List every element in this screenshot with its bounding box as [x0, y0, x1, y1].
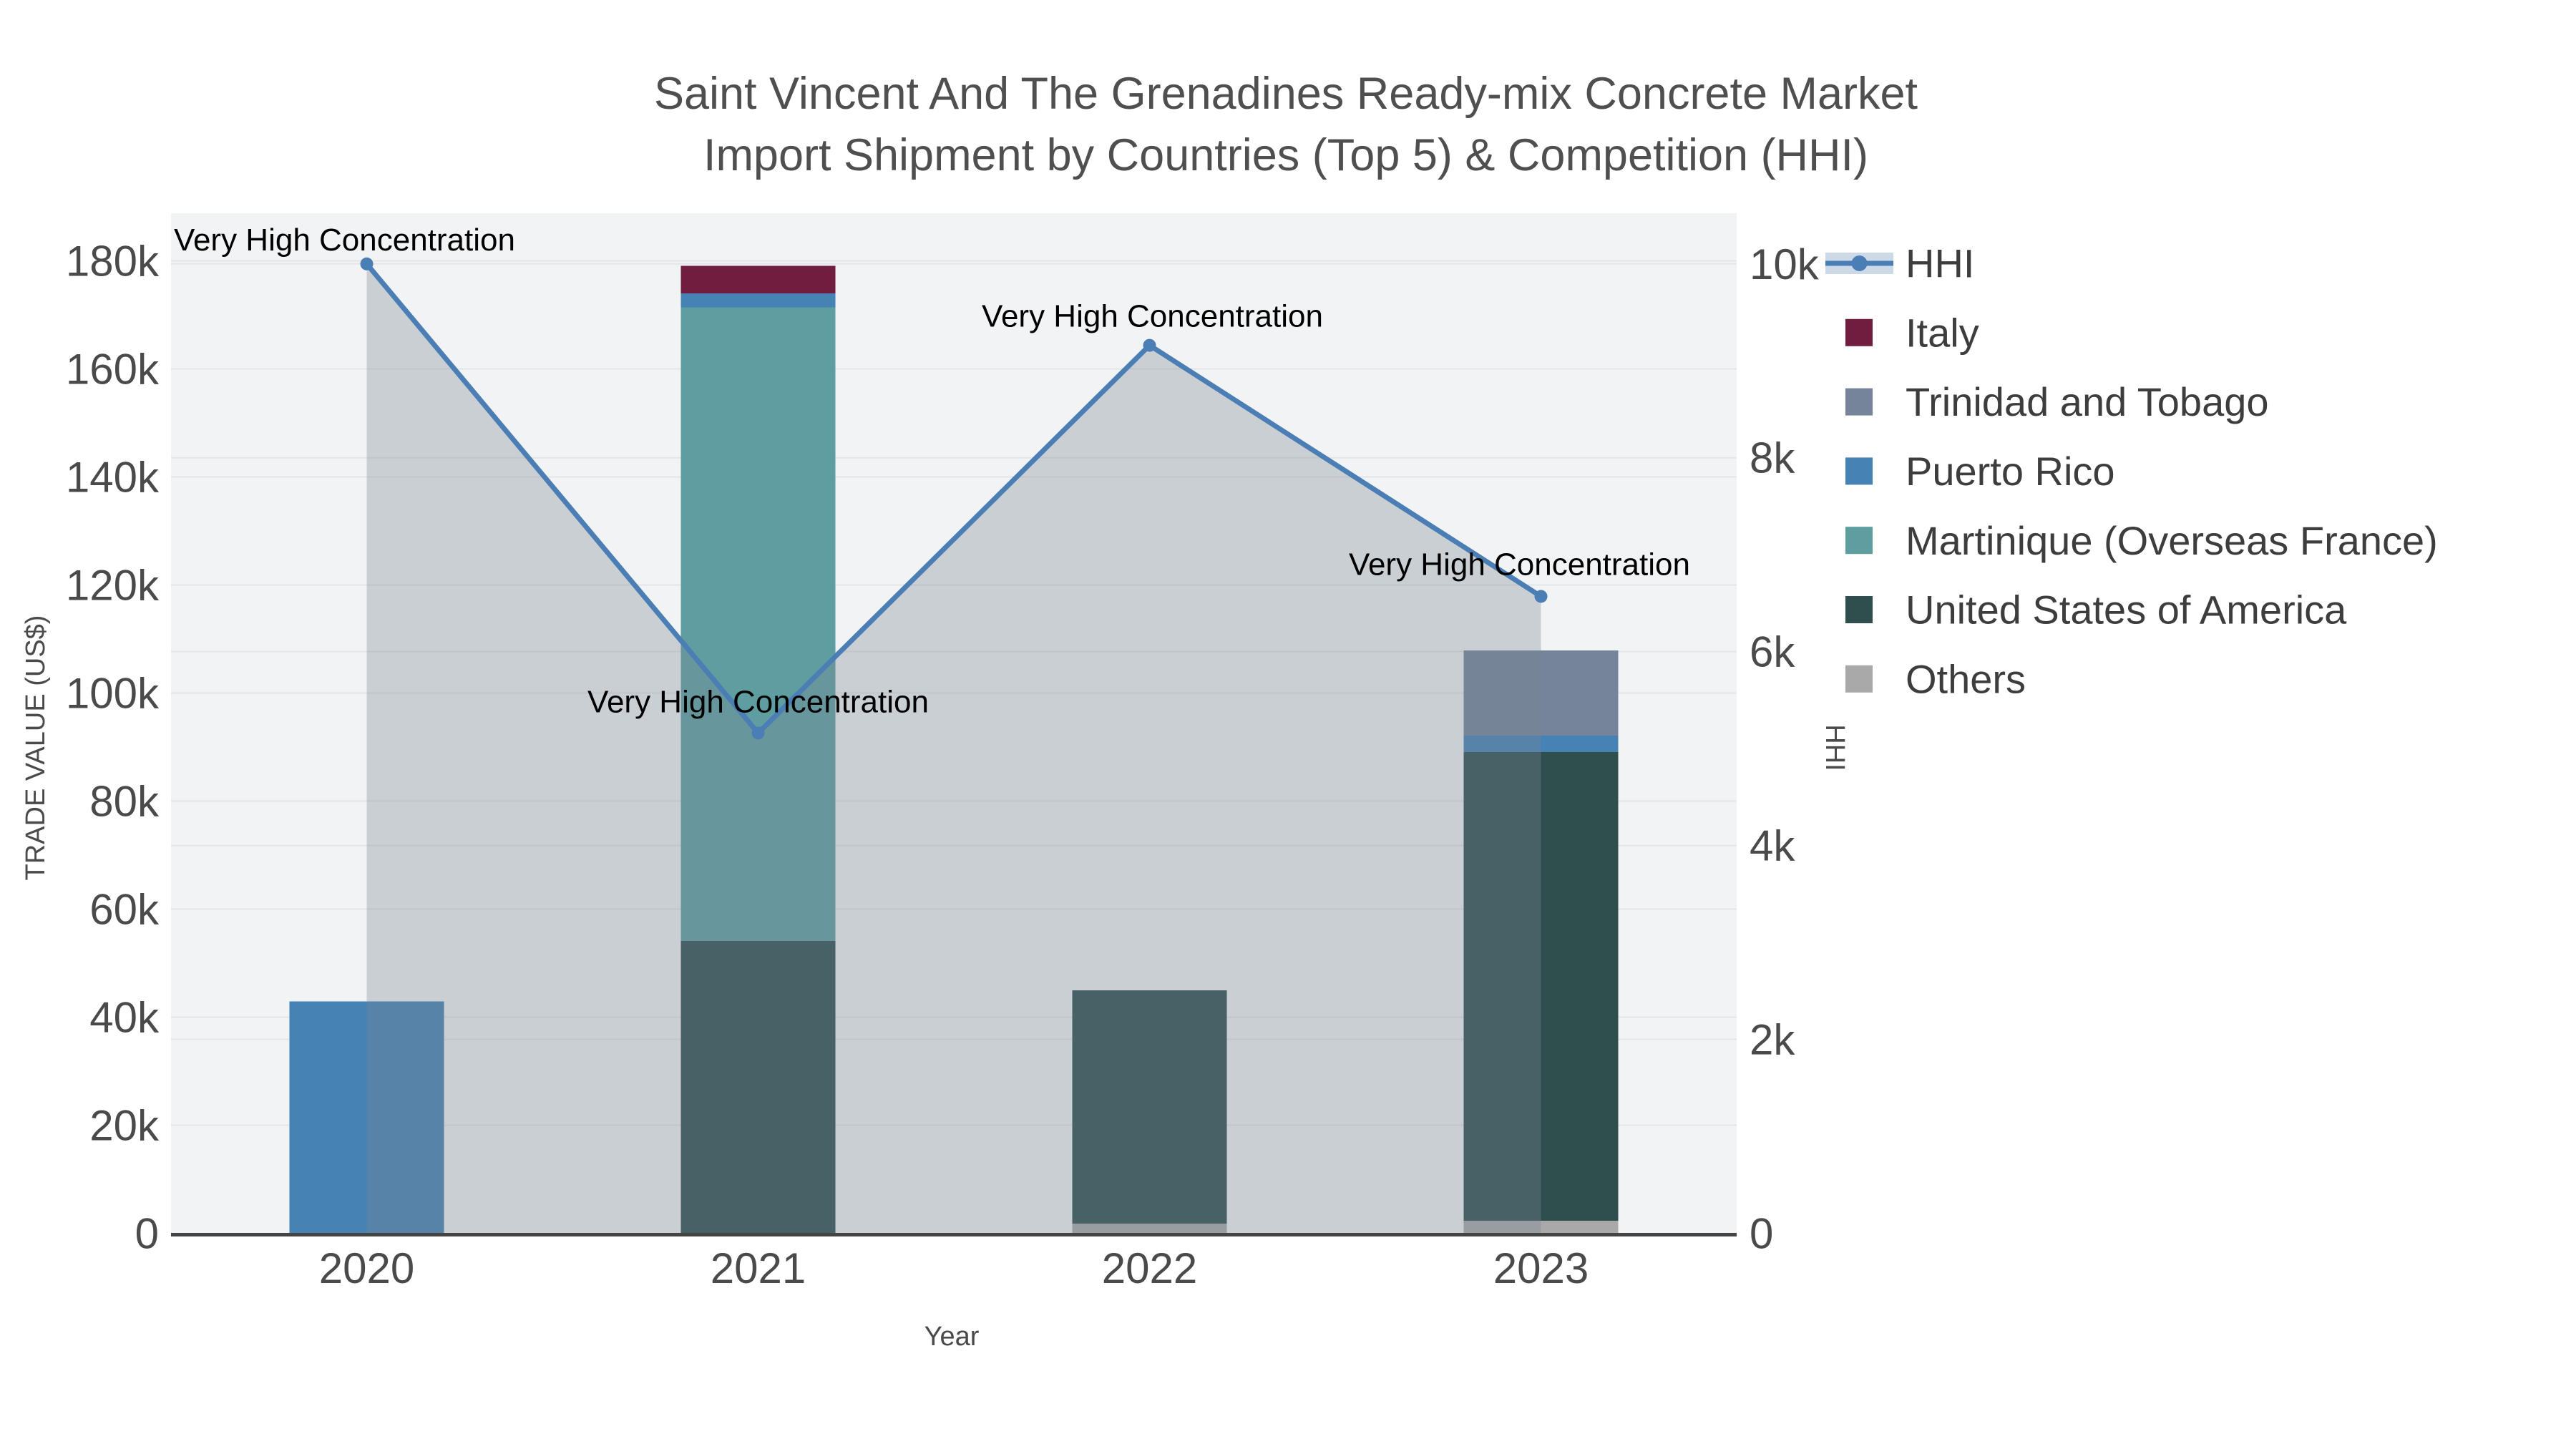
legend-swatch: [1845, 596, 1873, 623]
chart-title-line1: Saint Vincent And The Grenadines Ready-m…: [654, 69, 1918, 119]
y2-tick-label: 10k: [1750, 240, 1820, 288]
hhi-line: [364, 262, 1543, 736]
legend-item-puerto-rico[interactable]: Puerto Rico: [1845, 449, 2115, 494]
x-tick-label: 2021: [711, 1244, 806, 1292]
y-tick-label: 60k: [89, 886, 160, 934]
bar-segment: [680, 293, 836, 308]
hhi-marker: [1534, 590, 1548, 603]
chart-title-line2: Import Shipment by Countries (Top 5) & C…: [703, 130, 1868, 180]
hhi-area-fill: [366, 263, 1541, 1234]
bar-segment: [289, 1001, 444, 1234]
y-tick-label: 180k: [66, 238, 160, 286]
y2-tick-label: 6k: [1750, 628, 1795, 676]
y-tick-label: 120k: [66, 562, 160, 610]
x-tick-label: 2023: [1493, 1244, 1589, 1292]
legend-label: Trinidad and Tobago: [1906, 379, 2269, 424]
legend-item-united-states-of-america[interactable]: United States of America: [1845, 587, 2347, 633]
hhi-marker: [360, 257, 374, 270]
annotation: Very High Concentration: [587, 684, 929, 719]
legend-item-hhi[interactable]: HHI: [1825, 241, 1974, 286]
legend-swatch: [1845, 388, 1873, 416]
y-tick-label: 140k: [66, 454, 160, 502]
legend-label: Italy: [1906, 310, 1979, 355]
legend-label: HHI: [1906, 241, 1974, 286]
hhi-marker: [751, 726, 765, 740]
legend-item-others[interactable]: Others: [1845, 656, 2026, 701]
y2-tick-label: 2k: [1750, 1016, 1795, 1064]
bar-segment: [1072, 990, 1227, 1224]
hhi-marker: [1143, 338, 1156, 352]
bar-segment: [1072, 1223, 1227, 1234]
bar-segment: [680, 265, 836, 293]
x-tick-label: 2020: [319, 1244, 414, 1292]
legend-item-trinidad-and-tobago[interactable]: Trinidad and Tobago: [1845, 379, 2269, 424]
annotation: Very High Concentration: [174, 223, 515, 258]
bar-segment: [1463, 751, 1619, 1221]
legend-item-martinique-overseas-france[interactable]: Martinique (Overseas France): [1845, 518, 2438, 563]
y2-tick-label: 8k: [1750, 434, 1795, 482]
y2-tick-label: 4k: [1750, 822, 1795, 870]
y-tick-label: 0: [135, 1210, 159, 1258]
x-axis-title: Year: [924, 1322, 980, 1352]
annotation: Very High Concentration: [1349, 547, 1690, 582]
y2-axis-title: HHI: [1820, 724, 1850, 771]
legend-label: Martinique (Overseas France): [1906, 518, 2438, 563]
legend-swatch: [1845, 318, 1873, 346]
x-tick-label: 2022: [1102, 1244, 1197, 1292]
bar-segment: [1463, 650, 1619, 736]
legend-label: Puerto Rico: [1906, 449, 2115, 494]
y-tick-label: 160k: [66, 346, 160, 394]
legend-swatch: [1845, 665, 1873, 693]
y-tick-label: 80k: [89, 778, 160, 826]
y-tick-label: 100k: [66, 670, 160, 718]
legend-label: United States of America: [1906, 587, 2347, 633]
bar-segment: [1463, 1221, 1619, 1234]
legend-swatch: [1845, 527, 1873, 555]
y2-tick-label: 0: [1750, 1210, 1773, 1258]
legend-item-italy[interactable]: Italy: [1845, 310, 1979, 355]
y-tick-label: 40k: [89, 994, 160, 1042]
bar-segment: [1463, 736, 1619, 752]
y-axis-title: TRADE VALUE (US$): [21, 615, 51, 881]
y-tick-label: 20k: [89, 1102, 160, 1150]
annotation: Very High Concentration: [982, 299, 1323, 334]
legend-swatch: [1845, 457, 1873, 485]
bar-segment: [680, 941, 836, 1234]
legend-marker-icon: [1851, 255, 1868, 271]
bar-segment: [680, 307, 836, 942]
legend-label: Others: [1906, 656, 2026, 701]
